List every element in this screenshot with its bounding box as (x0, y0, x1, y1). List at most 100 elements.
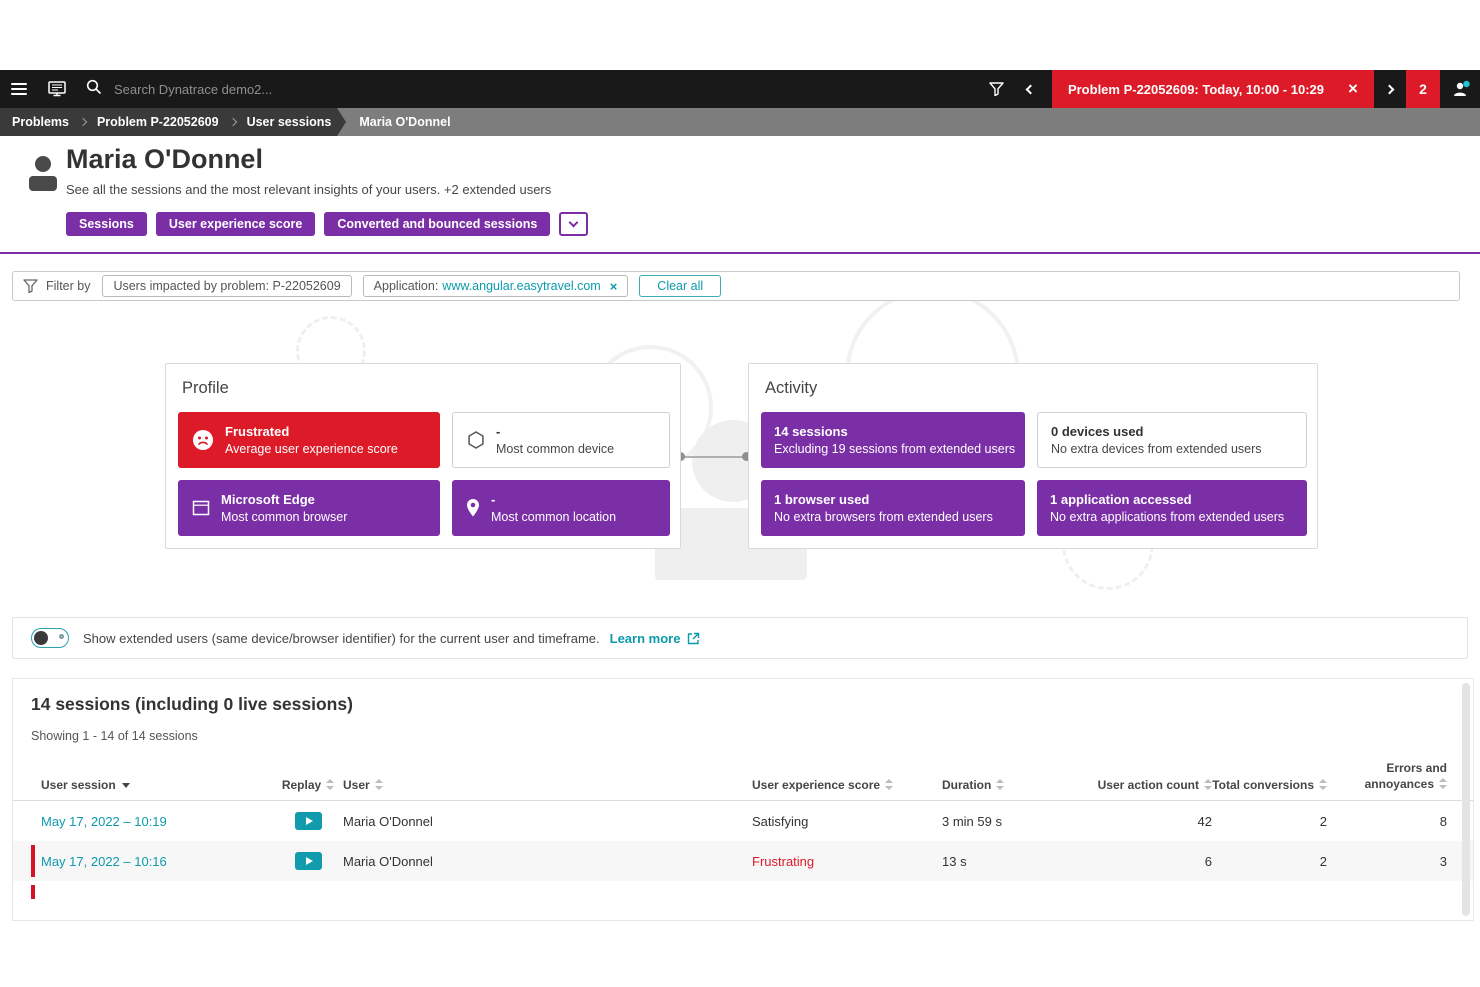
clear-all-button[interactable]: Clear all (639, 275, 722, 297)
tile-title: - (496, 423, 501, 439)
card-connector-line (681, 456, 747, 458)
tile-title: Microsoft Edge (221, 491, 315, 507)
sessions-button[interactable]: Sessions (66, 212, 147, 236)
problem-next-button[interactable] (1374, 70, 1404, 108)
column-header-user-action-count[interactable]: User action count (1092, 778, 1212, 792)
problem-count-badge[interactable]: 2 (1406, 70, 1440, 108)
tile-applications-accessed[interactable]: 1 application accessed No extra applicat… (1037, 480, 1307, 536)
tile-devices-used[interactable]: 0 devices used No extra devices from ext… (1037, 412, 1307, 468)
tile-title: 14 sessions (774, 423, 848, 439)
column-header-user-session[interactable]: User session (41, 778, 273, 792)
session-link[interactable]: May 17, 2022 – 10:16 (41, 853, 167, 869)
filter-funnel-icon[interactable] (978, 70, 1016, 108)
tile-subtitle: Average user experience score (225, 442, 398, 456)
sessions-panel: 14 sessions (including 0 live sessions) … (12, 678, 1474, 921)
session-link[interactable]: May 17, 2022 – 10:19 (41, 813, 167, 829)
tile-subtitle: No extra devices from extended users (1051, 442, 1262, 456)
session-replay-button[interactable] (294, 812, 322, 831)
column-header-user-experience-score[interactable]: User experience score (752, 778, 942, 792)
session-user: Maria O'Donnel (343, 853, 433, 869)
tile-subtitle: Most common location (491, 510, 617, 524)
learn-more-link[interactable]: Learn more (610, 631, 701, 646)
activity-card-title: Activity (765, 379, 818, 397)
sort-icon[interactable] (1204, 779, 1212, 791)
hamburger-menu-icon[interactable] (0, 70, 38, 108)
extended-users-toggle[interactable] (31, 628, 69, 648)
table-row[interactable]: May 17, 2022 – 10:16 Maria O'Donnel Frus… (13, 841, 1473, 882)
sessions-heading: 14 sessions (including 0 live sessions) (31, 694, 353, 714)
filter-chip-application-value[interactable]: www.angular.easytravel.com (442, 279, 601, 293)
session-replay-button[interactable] (294, 852, 322, 871)
problem-prev-button[interactable] (1016, 70, 1046, 108)
remove-filter-icon[interactable]: × (609, 278, 618, 294)
breadcrumb-current: Maria O'Donnel (359, 115, 451, 129)
session-score: Satisfying (752, 813, 809, 829)
tile-most-common-device[interactable]: - Most common device (452, 412, 670, 468)
table-row[interactable]: May 17, 2022 – 10:19 Maria O'Donnel Sati… (13, 801, 1473, 841)
tile-average-user-experience[interactable]: Frustrated Average user experience score (178, 412, 440, 468)
breadcrumb-problems[interactable]: Problems (12, 115, 69, 129)
column-header-total-conversions[interactable]: Total conversions (1212, 778, 1327, 792)
session-action-count: 6 (1204, 853, 1212, 869)
extended-users-toggle-row: Show extended users (same device/browser… (12, 617, 1468, 659)
play-icon (305, 857, 313, 866)
sort-icon[interactable] (996, 779, 1005, 791)
tile-subtitle: Excluding 19 sessions from extended user… (774, 442, 1016, 456)
vertical-scrollbar[interactable] (1462, 683, 1470, 916)
session-errors: 3 (1439, 853, 1447, 869)
search-input[interactable] (114, 81, 434, 97)
page-title: Maria O'Donnel (66, 144, 263, 174)
sort-icon[interactable] (374, 779, 383, 791)
filter-chip-problem[interactable]: Users impacted by problem: P-22052609 (102, 275, 352, 297)
tile-most-common-location[interactable]: - Most common location (452, 480, 670, 536)
learn-more-label: Learn more (609, 630, 681, 646)
deployment-monitor-icon[interactable] (38, 70, 76, 108)
tile-title: 0 devices used (1051, 423, 1144, 439)
sort-icon[interactable] (885, 779, 894, 791)
converted-bounced-sessions-button[interactable]: Converted and bounced sessions (324, 212, 551, 236)
sort-icon[interactable] (326, 779, 335, 791)
page-header: Maria O'Donnel See all the sessions and … (0, 136, 1480, 254)
play-icon (305, 817, 313, 826)
browser-window-icon (191, 498, 211, 518)
tile-browsers-used[interactable]: 1 browser used No extra browsers from ex… (761, 480, 1025, 536)
external-link-icon (688, 632, 700, 644)
problem-banner[interactable]: Problem P-22052609: Today, 10:00 - 10:29… (1051, 70, 1374, 108)
table-header: User session Replay User User experience… (13, 760, 1473, 802)
column-header-duration[interactable]: Duration (942, 778, 1092, 792)
sort-icon[interactable] (1319, 779, 1327, 791)
user-account-icon[interactable] (1442, 70, 1480, 108)
session-conversions: 2 (1319, 853, 1327, 869)
breadcrumb-user-sessions[interactable]: User sessions (246, 115, 332, 129)
filter-by-label: Filter by (46, 279, 91, 293)
top-bar: Problem P-22052609: Today, 10:00 - 10:29… (0, 70, 1480, 108)
tile-most-common-browser[interactable]: Microsoft Edge Most common browser (178, 480, 440, 536)
tile-sessions-count[interactable]: 14 sessions Excluding 19 sessions from e… (761, 412, 1025, 468)
profile-card: Profile Frustrated Average user experien… (165, 363, 681, 549)
column-header-replay[interactable]: Replay (273, 778, 343, 792)
session-duration: 3 min 59 s (942, 813, 1002, 829)
sort-desc-icon[interactable] (121, 783, 130, 789)
session-score: Frustrating (752, 853, 815, 869)
user-avatar-icon (26, 154, 60, 199)
chevron-right-icon (78, 117, 88, 127)
activity-card: Activity 14 sessions Excluding 19 sessio… (748, 363, 1318, 549)
search-icon[interactable] (86, 79, 102, 100)
session-duration: 13 s (942, 853, 967, 869)
more-actions-dropdown[interactable] (559, 212, 589, 236)
column-header-errors-annoyances[interactable]: Errors and annoyances (1364, 761, 1447, 792)
filter-chip-application[interactable]: Application: www.angular.easytravel.com … (362, 275, 629, 297)
column-header-user[interactable]: User (343, 778, 752, 792)
breadcrumb-problem-id[interactable]: Problem P-22052609 (96, 115, 219, 129)
table-row-partial (13, 881, 1473, 900)
sort-icon[interactable] (1439, 778, 1447, 790)
filter-chip-problem-label: Users impacted by problem: P-22052609 (113, 279, 341, 293)
tile-subtitle: No extra applications from extended user… (1050, 510, 1285, 524)
close-icon[interactable]: × (1348, 79, 1358, 98)
user-experience-score-button[interactable]: User experience score (155, 212, 316, 236)
filter-funnel-icon (23, 279, 38, 293)
tile-title: 1 browser used (774, 491, 870, 507)
tile-subtitle: Most common browser (221, 510, 348, 524)
tile-subtitle: No extra browsers from extended users (774, 510, 993, 524)
header-actions: Sessions User experience score Converted… (66, 212, 589, 236)
